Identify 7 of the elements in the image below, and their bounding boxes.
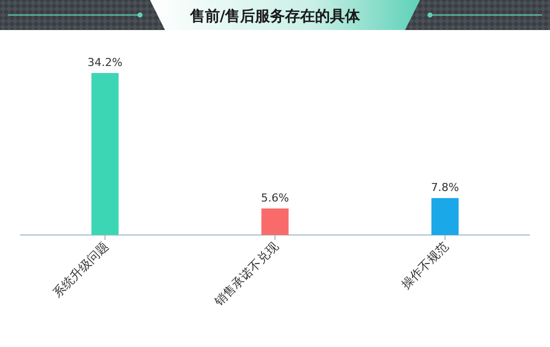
data-label: 34.2% — [88, 56, 122, 69]
x-tick-label: 系统升级问题 — [50, 239, 112, 300]
x-tick-label: 销售承诺不兑现 — [211, 239, 282, 310]
data-label: 5.6% — [261, 191, 289, 204]
x-tick-label: 操作不规范 — [398, 239, 452, 292]
chart-title: 售前/售后服务存在的具体 — [188, 7, 362, 25]
data-label: 7.8% — [431, 181, 459, 194]
